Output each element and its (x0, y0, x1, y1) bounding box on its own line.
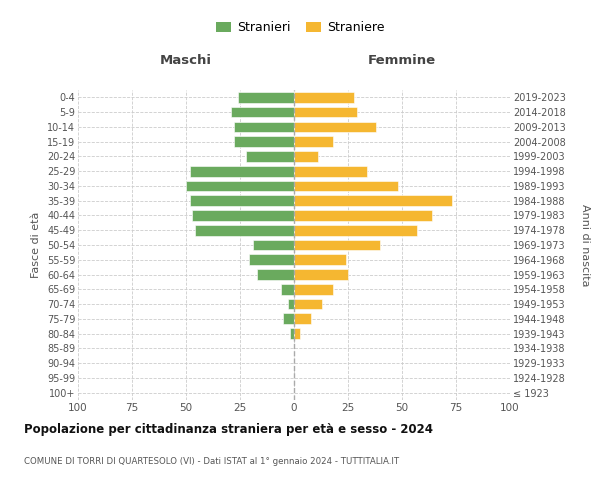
Bar (248, 254, 294, 265)
Bar (186, 180, 294, 192)
Bar (253, 240, 294, 250)
Bar (232, 107, 294, 118)
Bar (294, 151, 318, 162)
Text: Maschi: Maschi (160, 54, 212, 68)
Bar (193, 210, 294, 221)
Text: Popolazione per cittadinanza straniera per età e sesso - 2024: Popolazione per cittadinanza straniera p… (24, 422, 433, 436)
Bar (294, 180, 398, 192)
Y-axis label: Anni di nascita: Anni di nascita (580, 204, 590, 286)
Bar (190, 196, 294, 206)
Bar (283, 314, 294, 324)
Bar (281, 284, 294, 294)
Legend: Stranieri, Straniere: Stranieri, Straniere (213, 18, 387, 37)
Bar (294, 269, 348, 280)
Bar (294, 107, 356, 118)
Bar (294, 298, 322, 310)
Bar (287, 298, 294, 310)
Bar (294, 136, 333, 147)
Bar (290, 328, 294, 339)
Bar (233, 136, 294, 147)
Bar (294, 225, 417, 235)
Bar (233, 122, 294, 132)
Text: COMUNE DI TORRI DI QUARTESOLO (VI) - Dati ISTAT al 1° gennaio 2024 - TUTTITALIA.: COMUNE DI TORRI DI QUARTESOLO (VI) - Dat… (24, 458, 399, 466)
Text: Femmine: Femmine (368, 54, 436, 68)
Bar (238, 92, 294, 102)
Bar (294, 254, 346, 265)
Bar (294, 196, 452, 206)
Bar (294, 284, 333, 294)
Bar (194, 225, 294, 235)
Bar (294, 328, 301, 339)
Bar (190, 166, 294, 176)
Bar (247, 151, 294, 162)
Bar (294, 240, 380, 250)
Bar (294, 122, 376, 132)
Bar (294, 92, 355, 102)
Bar (294, 166, 367, 176)
Bar (294, 210, 432, 221)
Bar (257, 269, 294, 280)
Y-axis label: Fasce di età: Fasce di età (31, 212, 41, 278)
Bar (294, 314, 311, 324)
